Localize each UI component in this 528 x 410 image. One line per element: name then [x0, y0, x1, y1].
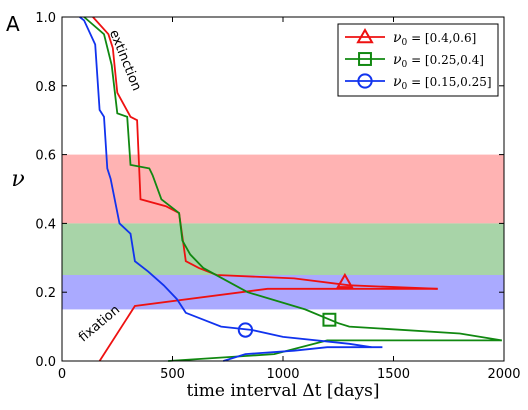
- shaded-bands: [62, 154, 504, 310]
- series-1-extinction-line: [83, 16, 502, 342]
- legend-entry-1: ν0 = [0.25,0.4]: [345, 52, 484, 70]
- series-0-marker: [336, 272, 354, 289]
- legend-marker-2: [357, 73, 373, 89]
- band-1: [62, 223, 504, 275]
- x-tick-label-1: 500: [160, 367, 185, 382]
- y-tick-label-4: 0.8: [35, 80, 56, 95]
- annotation-0: extinction: [106, 28, 144, 93]
- legend-box: [337, 23, 499, 97]
- series-2-fixation-line: [223, 346, 383, 362]
- y-tick-label-1: 0.2: [35, 286, 56, 301]
- x-axis-label: time interval Δt [days]: [187, 381, 380, 401]
- y-tick-label-5: 1.0: [35, 11, 56, 26]
- series-markers: [237, 272, 354, 338]
- legend-entry-2: ν0 = [0.15,0.25]: [345, 73, 492, 92]
- legend-label-2: ν0 = [0.15,0.25]: [393, 74, 492, 92]
- x-axis-ticks: 0 500 1000 1500 2000: [58, 17, 521, 382]
- series-1-fixation-line: [168, 339, 502, 362]
- legend-marker-0: [356, 27, 374, 44]
- legend-label-0: ν0 = [0.4,0.6]: [393, 30, 476, 48]
- legend: ν0 = [0.4,0.6] ν0 = [0.25,0.4] ν0 = [0.15,…: [337, 23, 499, 97]
- x-tick-label-4: 2000: [487, 367, 520, 382]
- y-axis-ticks: 0.0 0.2 0.4 0.6 0.8 1.0: [35, 11, 504, 370]
- x-tick-label-2: 1000: [266, 367, 299, 382]
- panel-label: A: [6, 12, 20, 36]
- legend-marker-1: [358, 52, 372, 66]
- y-tick-label-3: 0.6: [35, 149, 56, 164]
- band-2: [62, 275, 504, 310]
- series-2-extinction-line: [79, 16, 372, 349]
- y-tick-label-0: 0.0: [35, 355, 56, 370]
- series-0-fixation-line: [98, 287, 438, 362]
- x-tick-label-0: 0: [58, 367, 66, 382]
- series-lines: [79, 16, 502, 362]
- series-0-extinction-line: [92, 16, 438, 290]
- y-axis-label: ν: [11, 167, 24, 192]
- x-tick-label-3: 1500: [377, 367, 410, 382]
- series-2-marker: [237, 322, 254, 338]
- series-1-marker: [322, 312, 337, 327]
- y-tick-label-2: 0.4: [35, 217, 56, 232]
- legend-entry-0: ν0 = [0.4,0.6]: [345, 27, 476, 48]
- legend-label-1: ν0 = [0.25,0.4]: [393, 52, 484, 70]
- band-0: [62, 154, 504, 224]
